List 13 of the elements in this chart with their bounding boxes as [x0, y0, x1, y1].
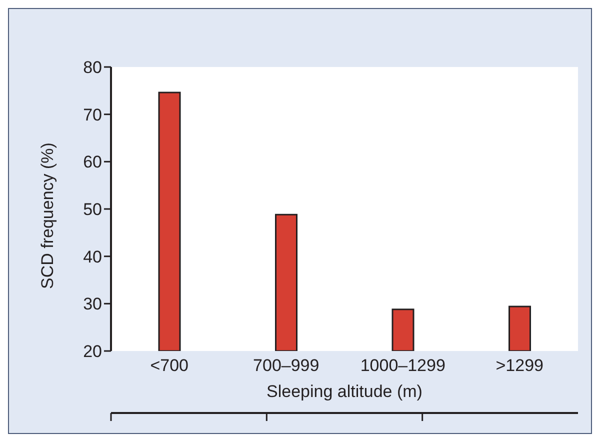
x-tick-label: 1000–1299 — [360, 356, 446, 376]
y-axis-title: SCD frequency (%) — [38, 142, 58, 289]
y-tick-label: 30 — [83, 294, 102, 314]
y-tick-label: 20 — [83, 342, 102, 362]
y-tick-label: 70 — [83, 105, 102, 124]
y-tick-label: 60 — [83, 152, 102, 172]
x-tick-label: 700–999 — [253, 356, 320, 376]
x-axis-title: Sleeping altitude (m) — [266, 382, 422, 401]
y-tick-label: 40 — [83, 247, 102, 266]
x-tick-label: <700 — [150, 356, 189, 376]
y-tick-label: 50 — [83, 200, 102, 220]
x-tick-label: >1299 — [496, 356, 544, 376]
y-tick-label: 80 — [83, 58, 102, 78]
